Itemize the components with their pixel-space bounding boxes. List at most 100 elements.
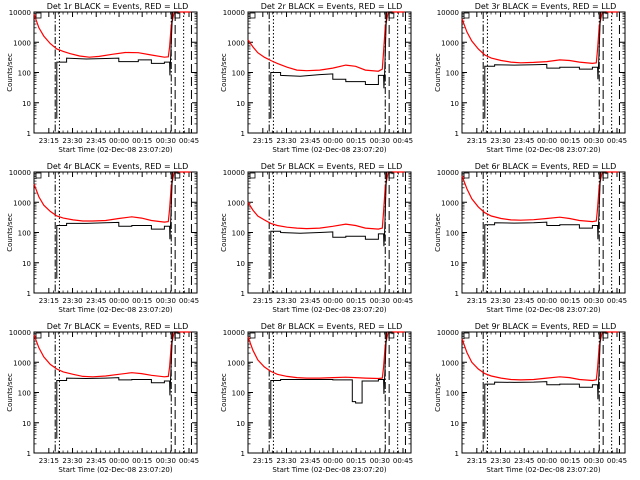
corner-box-left xyxy=(249,12,256,19)
events-series-line xyxy=(56,11,179,119)
x-tick-label: 23:30 xyxy=(62,297,82,305)
y-tick-label: 1 xyxy=(241,130,245,138)
y-tick-label: 1 xyxy=(27,130,31,138)
y-tick-label: 10000 xyxy=(9,329,31,337)
y-tick-label: 1000 xyxy=(227,39,245,47)
panel-det-7: Det 7r BLACK = Events, RED = LLD 1 10 100 10… xyxy=(6,322,199,474)
y-tick-label: 100 xyxy=(446,230,459,238)
corner-box-right xyxy=(388,12,395,19)
x-tick-label: 23:45 xyxy=(86,137,106,145)
y-tick-label: 1 xyxy=(27,290,31,298)
y-tick-label: 1 xyxy=(241,450,245,458)
y-tick-label: 10 xyxy=(22,260,31,268)
x-tick-label: 00:30 xyxy=(156,137,176,145)
x-tick-label: 23:30 xyxy=(276,137,296,145)
x-tick-label: 00:15 xyxy=(132,457,152,465)
x-tick-label: 00:30 xyxy=(584,457,604,465)
x-tick-label: 00:00 xyxy=(323,137,343,145)
x-tick-label: 23:15 xyxy=(467,137,487,145)
x-tick-label: 00:30 xyxy=(156,457,176,465)
x-tick-label: 00:15 xyxy=(132,297,152,305)
x-tick-label: 00:15 xyxy=(346,297,366,305)
panel-det-2: Det 2r BLACK = Events, RED = LLD 1 10 100 10… xyxy=(220,2,413,154)
x-tick-label: 23:45 xyxy=(86,457,106,465)
y-tick-label: 1 xyxy=(455,450,459,458)
lld-series-line xyxy=(247,171,405,230)
y-tick-label: 1000 xyxy=(13,39,31,47)
corner-box-right xyxy=(602,172,609,179)
x-tick-label: 00:45 xyxy=(393,137,413,145)
y-tick-label: 100 xyxy=(232,70,245,78)
y-axis-label: Counts/sec xyxy=(434,213,442,252)
x-tick-label: 23:45 xyxy=(86,297,106,305)
y-tick-label: 10000 xyxy=(223,329,245,337)
panel-det-3: Det 3r BLACK = Events, RED = LLD 1 10 100 10… xyxy=(434,2,627,154)
x-tick-label: 23:15 xyxy=(39,297,59,305)
events-series-line xyxy=(270,171,393,279)
corner-box-left xyxy=(249,332,256,339)
y-tick-label: 10 xyxy=(22,100,31,108)
corner-box-right xyxy=(174,12,181,19)
x-tick-label: 23:15 xyxy=(39,137,59,145)
panel-det-6: Det 6r BLACK = Events, RED = LLD 1 10 100 10… xyxy=(434,162,627,314)
lld-series-line xyxy=(33,171,191,223)
corner-box-left xyxy=(35,12,42,19)
y-axis-label: Counts/sec xyxy=(220,53,228,92)
corner-box-right xyxy=(388,332,395,339)
y-axis-label: Counts/sec xyxy=(6,53,14,92)
y-axis-label: Counts/sec xyxy=(220,213,228,252)
x-axis-label: Start Time (02-Dec-08 23:07:20) xyxy=(272,306,386,314)
corner-box-right xyxy=(388,172,395,179)
y-tick-label: 100 xyxy=(232,390,245,398)
y-tick-label: 1000 xyxy=(13,199,31,207)
x-tick-label: 00:00 xyxy=(537,137,557,145)
x-axis-label: Start Time (02-Dec-08 23:07:20) xyxy=(58,146,172,154)
y-tick-label: 10 xyxy=(450,420,459,428)
corner-box-left xyxy=(249,172,256,179)
x-axis-label: Start Time (02-Dec-08 23:07:20) xyxy=(486,466,600,474)
x-axis-label: Start Time (02-Dec-08 23:07:20) xyxy=(272,466,386,474)
corner-box-right xyxy=(174,332,181,339)
panel-title: Det 4r BLACK = Events, RED = LLD xyxy=(47,162,189,171)
y-tick-label: 1000 xyxy=(227,199,245,207)
corner-box-left xyxy=(35,172,42,179)
x-tick-label: 00:15 xyxy=(560,137,580,145)
lld-series-line xyxy=(461,171,619,223)
panel-title: Det 7r BLACK = Events, RED = LLD xyxy=(47,322,189,331)
x-axis-label: Start Time (02-Dec-08 23:07:20) xyxy=(486,146,600,154)
events-series-line xyxy=(484,331,607,439)
y-tick-label: 10 xyxy=(22,420,31,428)
x-tick-label: 00:00 xyxy=(537,457,557,465)
plot-frame xyxy=(33,171,198,294)
events-series-line xyxy=(484,11,607,119)
lld-series-line xyxy=(247,331,405,380)
x-tick-label: 23:45 xyxy=(300,137,320,145)
corner-box-left xyxy=(463,172,470,179)
x-tick-label: 00:15 xyxy=(560,297,580,305)
y-tick-label: 10000 xyxy=(9,9,31,17)
x-tick-label: 23:45 xyxy=(300,297,320,305)
y-tick-label: 1000 xyxy=(441,199,459,207)
x-tick-label: 23:45 xyxy=(514,297,534,305)
lld-series-line xyxy=(461,331,619,382)
y-tick-label: 10 xyxy=(450,100,459,108)
panel-title: Det 1r BLACK = Events, RED = LLD xyxy=(47,2,189,11)
x-tick-label: 00:45 xyxy=(607,297,627,305)
x-tick-label: 00:45 xyxy=(607,457,627,465)
lld-series-line xyxy=(247,11,405,72)
events-series-line xyxy=(270,11,393,119)
x-axis-label: Start Time (02-Dec-08 23:07:20) xyxy=(486,306,600,314)
x-tick-label: 23:30 xyxy=(276,297,296,305)
y-tick-label: 1000 xyxy=(13,359,31,367)
x-tick-label: 00:30 xyxy=(156,297,176,305)
x-tick-label: 23:15 xyxy=(253,137,273,145)
corner-box-right xyxy=(602,12,609,19)
x-tick-label: 00:45 xyxy=(179,297,199,305)
y-tick-label: 10000 xyxy=(9,169,31,177)
x-tick-label: 00:15 xyxy=(560,457,580,465)
corner-box-right xyxy=(602,332,609,339)
x-tick-label: 00:00 xyxy=(109,457,129,465)
y-tick-label: 1000 xyxy=(227,359,245,367)
x-tick-label: 00:00 xyxy=(109,297,129,305)
